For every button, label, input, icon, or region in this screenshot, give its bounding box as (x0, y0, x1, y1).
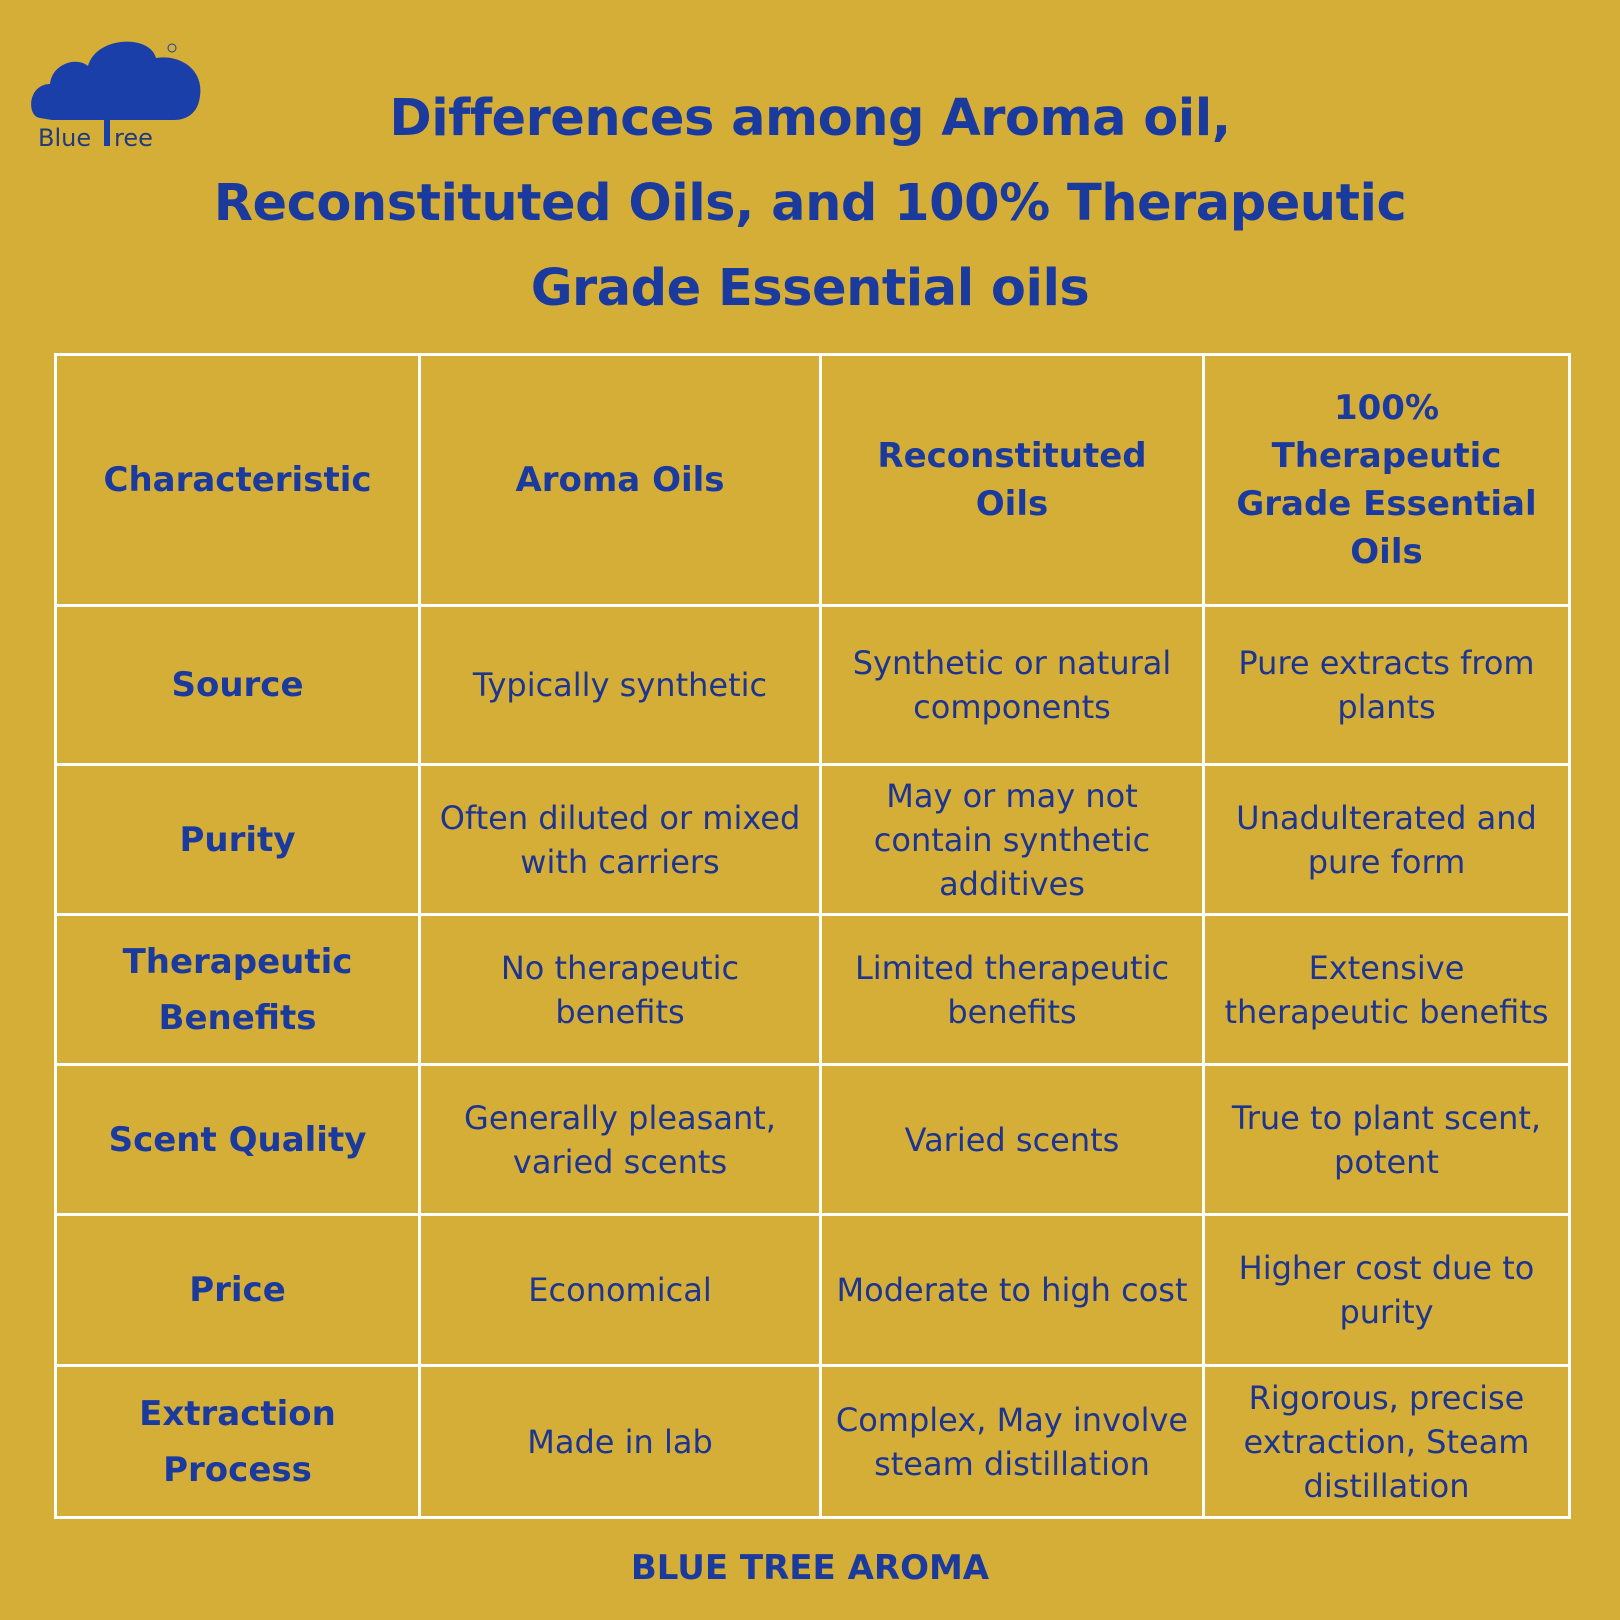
table-cell: Limited therapeutic benefits (819, 913, 1205, 1066)
table-cell: Pure extracts from plants (1202, 604, 1571, 766)
footer-brand: BLUE TREE AROMA (630, 1548, 990, 1588)
table-cell: Unadulterated and pure form (1202, 763, 1571, 916)
table-row: Price Economical Moderate to high cost High… (54, 1213, 1571, 1367)
table-row: Therapeutic Benefits No therapeutic benef… (54, 913, 1571, 1066)
title-line: Differences among Aroma oil, (389, 89, 1231, 148)
table-cell: Synthetic or natural components (819, 604, 1205, 766)
row-header-cell: Price (54, 1213, 421, 1367)
table-cell: Moderate to high cost (819, 1213, 1205, 1367)
table-cell: Often diluted or mixed with carriers (418, 763, 822, 916)
title-line: Grade Essential oils (530, 259, 1090, 318)
blue-tree-logo: Blue ree (28, 28, 208, 158)
table-cell: Extensive therapeutic benefits (1202, 913, 1571, 1066)
table-cell: Rigorous, precise extraction, Steam dist… (1202, 1364, 1571, 1519)
table-cell: True to plant scent, potent (1202, 1063, 1571, 1216)
row-header-cell: Extraction Process (54, 1364, 421, 1519)
row-header-cell: Source (54, 604, 421, 766)
row-header-cell: Scent Quality (54, 1063, 421, 1216)
svg-text:ree: ree (114, 124, 153, 152)
table-cell: Varied scents (819, 1063, 1205, 1216)
table-row: Scent Quality Generally pleasant, varied … (54, 1063, 1571, 1216)
title-line: Reconstituted Oils, and 100% Therapeutic (213, 174, 1407, 233)
header-cell: 100% Therapeutic Grade Essential Oils (1202, 353, 1571, 607)
row-header-cell: Therapeutic Benefits (54, 913, 421, 1066)
table-header-row: Characteristic Aroma Oils Reconstituted … (54, 353, 1571, 607)
table-row: Extraction Process Made in lab Complex, Ma… (54, 1364, 1571, 1519)
table-cell: Complex, May involve steam distillation (819, 1364, 1205, 1519)
table-cell: Economical (418, 1213, 822, 1367)
table-row: Purity Often diluted or mixed with carrie… (54, 763, 1571, 916)
table-cell: Generally pleasant, varied scents (418, 1063, 822, 1216)
header-cell: Reconstituted Oils (819, 353, 1205, 607)
table-cell: May or may not contain synthetic additiv… (819, 763, 1205, 916)
page-title: Differences among Aroma oil, Reconstitut… (150, 76, 1470, 331)
row-header-cell: Purity (54, 763, 421, 916)
table-cell: No therapeutic benefits (418, 913, 822, 1066)
table-cell: Typically synthetic (418, 604, 822, 766)
svg-text:Blue: Blue (38, 124, 91, 152)
header-cell: Aroma Oils (418, 353, 822, 607)
comparison-table: Characteristic Aroma Oils Reconstituted … (54, 353, 1571, 1519)
table-row: Source Typically synthetic Synthetic or na… (54, 604, 1571, 766)
table-cell: Made in lab (418, 1364, 822, 1519)
table-cell: Higher cost due to purity (1202, 1213, 1571, 1367)
header-cell: Characteristic (54, 353, 421, 607)
